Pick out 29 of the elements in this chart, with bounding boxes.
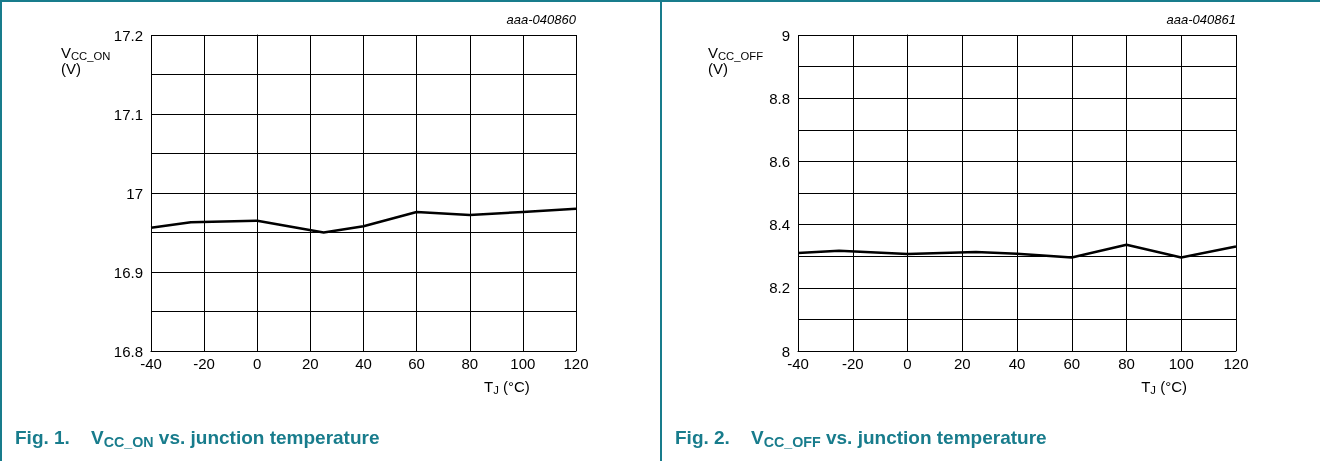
- y-tick-label: 8.4: [769, 216, 790, 234]
- y-tick-label: 17: [126, 184, 143, 202]
- y-tick-label: 17.1: [113, 105, 143, 123]
- x-tick-label: 0: [903, 355, 912, 372]
- y-tick-label: 8.2: [769, 279, 790, 297]
- y-tick-label: 8.8: [769, 89, 790, 107]
- x-tick-label: 100: [1168, 355, 1194, 372]
- y-tick-label: 16.8: [113, 342, 143, 360]
- x-tick-label: 40: [355, 355, 372, 372]
- x-tick-label: 60: [1063, 355, 1081, 372]
- x-tick-label: 120: [1223, 355, 1249, 372]
- y-tick-label: 8.6: [769, 152, 790, 170]
- text: aaa-040860: [506, 12, 577, 27]
- x-tick-label: 100: [510, 355, 536, 372]
- y-tick-label: 9: [781, 26, 790, 44]
- y-tick-label: 17.2: [113, 26, 143, 44]
- y-tick-label: 8: [781, 342, 790, 360]
- text: aaa-040861: [1166, 12, 1237, 27]
- x-tick-label: 20: [302, 355, 319, 372]
- x-tick-label: 0: [253, 355, 262, 372]
- x-tick-label: 20: [953, 355, 971, 372]
- x-tick-label: 80: [1118, 355, 1135, 372]
- x-tick-label: 120: [563, 355, 589, 372]
- x-tick-label: 40: [1008, 355, 1026, 372]
- x-tick-label: 60: [408, 355, 425, 372]
- y-tick-label: 16.9: [113, 263, 143, 281]
- x-tick-label: 80: [461, 355, 479, 372]
- x-tick-label: -20: [841, 355, 864, 372]
- x-tick-label: -20: [193, 355, 215, 372]
